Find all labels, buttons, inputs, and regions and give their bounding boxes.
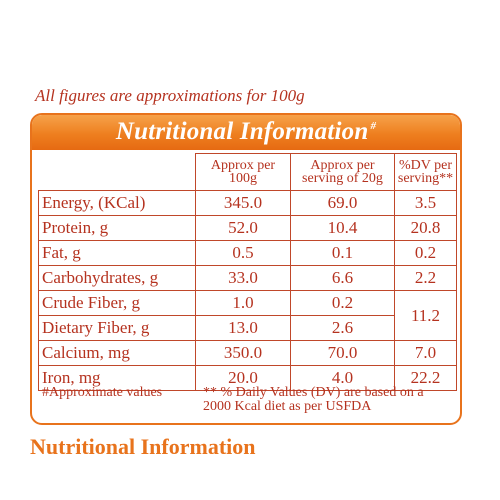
row-label: Dietary Fiber, g (38, 315, 196, 341)
cell-per-serving: 6.6 (290, 265, 395, 291)
row-label: Calcium, mg (38, 340, 196, 366)
cell-per-100g: 345.0 (195, 190, 291, 216)
column-header-per-100g: Approx per 100g (195, 153, 291, 191)
banner-title: Nutritional Information (115, 118, 369, 145)
cell-dv: 7.0 (394, 340, 457, 366)
table-row: Energy, (KCal) 345.0 69.0 3.5 (38, 190, 457, 216)
row-label: Carbohydrates, g (38, 265, 196, 291)
table-row: Carbohydrates, g 33.0 6.6 2.2 (38, 265, 457, 291)
row-label: Protein, g (38, 215, 196, 241)
banner-title-wrap: Nutritional Information # (116, 118, 376, 146)
row-label: Energy, (KCal) (38, 190, 196, 216)
cell-dv: 0.2 (394, 240, 457, 266)
cell-dv: 20.8 (394, 215, 457, 241)
section-heading: Nutritional Information (30, 434, 256, 459)
cell-per-serving: 10.4 (290, 215, 395, 241)
column-header-dv: %DV per serving** (394, 153, 457, 191)
row-label: Iron, mg (38, 365, 196, 391)
approximation-note: All figures are approximations for 100g (35, 86, 305, 105)
cell-per-serving: 0.2 (290, 290, 395, 316)
table-row: Fat, g 0.5 0.1 0.2 (38, 240, 457, 266)
nutrition-card: Nutritional Information # Approx per 100g… (30, 113, 462, 425)
cell-dv: 22.2 (394, 365, 457, 391)
cell-per-100g: 52.0 (195, 215, 291, 241)
footnote-approximate: #Approximate values (42, 385, 163, 400)
cell-per-100g: 1.0 (195, 290, 291, 316)
cell-per-serving: 2.6 (290, 315, 395, 341)
cell-per-serving: 0.1 (290, 240, 395, 266)
table-row: Crude Fiber, g 1.0 0.2 11.2 (38, 290, 457, 341)
table-header-row: Approx per 100g Approx per serving of 20… (38, 153, 457, 191)
footnote-daily-values: ** % Daily Values (DV) are based on a 20… (203, 385, 424, 414)
cell-dv-fiber-merged: 11.2 (394, 290, 457, 341)
cell-per-100g: 13.0 (195, 315, 291, 341)
table-row: Protein, g 52.0 10.4 20.8 (38, 215, 457, 241)
table-row: Iron, mg 20.0 4.0 22.2 (38, 365, 457, 391)
table-header-blank (38, 153, 196, 191)
cell-per-serving: 70.0 (290, 340, 395, 366)
nutrition-banner: Nutritional Information # (32, 115, 460, 150)
cell-per-100g: 0.5 (195, 240, 291, 266)
cell-per-100g: 350.0 (195, 340, 291, 366)
row-label: Fat, g (38, 240, 196, 266)
cell-dv: 2.2 (394, 265, 457, 291)
table-row: Calcium, mg 350.0 70.0 7.0 (38, 340, 457, 366)
column-header-per-serving: Approx per serving of 20g (290, 153, 395, 191)
table-row: Dietary Fiber, g 13.0 2.6 (38, 315, 457, 341)
cell-dv: 3.5 (394, 190, 457, 216)
cell-per-100g: 20.0 (195, 365, 291, 391)
cell-per-100g: 33.0 (195, 265, 291, 291)
cell-per-serving: 69.0 (290, 190, 395, 216)
banner-title-mark: # (370, 120, 377, 132)
nutrition-table: Approx per 100g Approx per serving of 20… (38, 153, 457, 391)
row-label: Crude Fiber, g (38, 290, 196, 316)
